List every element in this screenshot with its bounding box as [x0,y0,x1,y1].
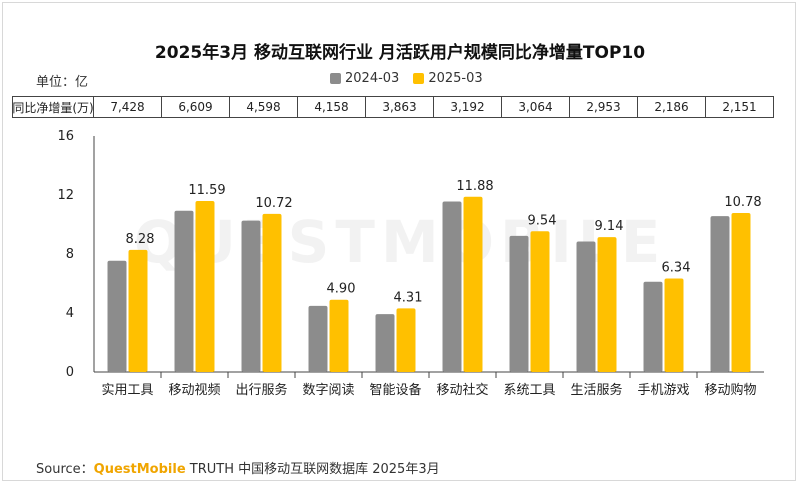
data-label: 6.34 [662,260,691,275]
bar-2024-03-出行服务 [241,220,261,372]
data-label: 10.78 [724,195,761,210]
data-label: 11.59 [188,183,225,198]
legend-swatch-2025 [413,73,425,84]
legend-label-2025: 2025-03 [428,71,483,86]
bar-2024-03-智能设备 [375,314,395,372]
x-tick-label: 智能设备 [369,382,421,398]
y-tick-label: 16 [57,129,74,144]
table-cell: 3,863 [366,97,434,117]
bar-2025-03-系统工具 [530,231,550,372]
table-header: 同比净增量(万) [13,97,94,117]
bar-2024-03-手机游戏 [643,281,663,372]
bar-2024-03-实用工具 [107,260,127,372]
table-cell: 3,064 [502,97,570,117]
data-label: 4.31 [394,290,423,305]
y-tick-label: 8 [66,247,74,262]
table-cell: 2,953 [570,97,638,117]
x-tick-label: 移动购物 [704,382,756,398]
data-label: 8.28 [126,232,155,247]
bar-2025-03-出行服务 [262,213,282,372]
source-rest: TRUTH 中国移动互联网数据库 2025年3月 [185,462,440,477]
legend-item-2025: 2025-03 [413,71,483,86]
unit-label: 单位：亿 [36,75,89,90]
bar-2025-03-移动购物 [731,212,751,372]
table-cell: 7,428 [94,97,162,117]
table-cell: 2,151 [722,100,757,114]
x-tick-label: 系统工具 [503,383,555,398]
data-label: 10.72 [255,196,292,211]
bar-2025-03-手机游戏 [664,278,684,372]
bar-2025-03-移动社交 [463,196,483,372]
bar-2024-03-移动购物 [710,216,730,372]
bar-2025-03-移动视频 [195,201,215,372]
table-cell: 2,186 [638,97,706,117]
net-increase-table: 同比净增量(万) 7,428 6,609 4,598 4,158 3,863 3… [12,96,774,118]
y-tick-label: 12 [57,188,74,203]
bar-2025-03-智能设备 [396,308,416,372]
watermark-text: QUESTMOBILE [134,208,667,276]
bar-2025-03-数字阅读 [329,299,349,372]
table-cell: 3,192 [434,97,502,117]
data-label: 11.88 [456,179,493,194]
x-tick-label: 生活服务 [570,382,622,398]
bar-2024-03-系统工具 [509,235,529,372]
legend-label-2024: 2024-03 [345,71,400,86]
data-label: 4.90 [327,282,356,297]
legend-item-2024: 2024-03 [330,71,399,86]
data-label: 9.14 [595,219,624,234]
data-label: 9.54 [528,213,557,228]
x-tick-label: 移动视频 [168,383,220,398]
chart-title: 2025年3月 移动互联网行业 月活跃用户规模同比净增量TOP10 [154,43,646,63]
bar-2024-03-移动视频 [174,210,194,372]
bar-2024-03-移动社交 [442,201,462,372]
source-prefix: Source： [36,462,94,477]
legend-swatch-2024 [330,73,341,84]
x-tick-label: 实用工具 [101,383,153,398]
source-brand: QuestMobile [93,462,186,477]
bar-2025-03-实用工具 [128,249,148,372]
x-tick-label: 出行服务 [235,382,287,398]
table-cell: 4,598 [230,97,298,117]
y-tick-label: 4 [66,306,74,321]
bar-2024-03-数字阅读 [308,305,328,372]
table-cell: 4,158 [298,97,366,117]
x-tick-label: 手机游戏 [637,383,689,398]
bar-2025-03-生活服务 [597,237,617,372]
legend: 2024-03 2025-03 [330,71,483,86]
x-tick-label: 移动社交 [436,382,488,398]
y-tick-label: 0 [66,365,74,380]
source-note: Source：QuestMobile TRUTH 中国移动互联网数据库 2025… [36,458,440,477]
x-tick-label: 数字阅读 [302,383,354,398]
bar-2024-03-生活服务 [576,241,596,372]
table-cell: 6,609 [162,97,230,117]
